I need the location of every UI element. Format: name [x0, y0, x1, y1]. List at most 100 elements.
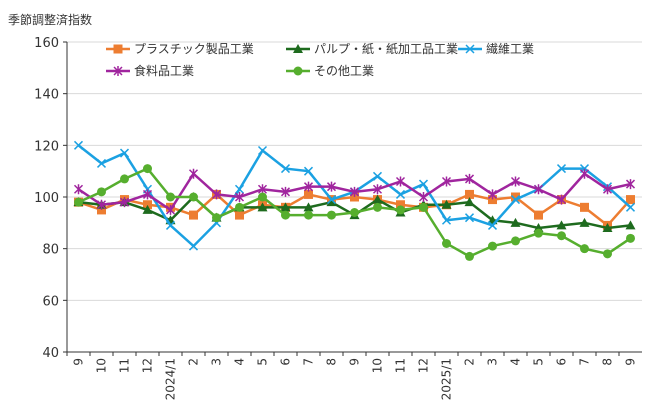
legend-marker	[113, 66, 123, 76]
data-point	[326, 181, 337, 192]
x-tick-label: 2024/1	[164, 358, 178, 400]
y-tick-label: 140	[34, 88, 59, 103]
data-point	[372, 171, 383, 181]
data-point	[626, 233, 635, 243]
data-point	[464, 213, 475, 223]
data-point	[465, 251, 474, 261]
x-tick-label: 12	[417, 358, 431, 373]
data-point	[73, 184, 84, 195]
series-4	[74, 164, 635, 261]
y-tick-label: 160	[34, 36, 59, 51]
data-point	[326, 195, 337, 205]
x-tick-label: 4	[509, 358, 523, 366]
x-tick-label: 8	[601, 358, 615, 366]
x-tick-label: 12	[141, 358, 155, 373]
x-tick-label: 8	[325, 358, 339, 366]
data-point	[96, 199, 107, 210]
data-point	[165, 204, 176, 215]
data-point	[234, 184, 245, 194]
data-point	[165, 220, 176, 230]
x-tick-label: 9	[624, 358, 638, 366]
legend-marker	[293, 44, 303, 53]
data-point	[556, 194, 567, 205]
data-point	[120, 174, 129, 184]
x-tick-label: 5	[532, 358, 546, 366]
x-tick-label: 9	[348, 358, 362, 366]
x-tick-label: 2	[463, 358, 477, 366]
data-point	[304, 210, 313, 220]
legend-label: その他工業	[314, 64, 374, 78]
data-point	[189, 210, 198, 220]
data-point	[625, 202, 636, 212]
data-point	[188, 168, 199, 179]
data-point	[211, 189, 222, 200]
data-point	[258, 192, 267, 202]
x-tick-label: 10	[371, 358, 385, 373]
x-tick-label: 10	[95, 358, 109, 373]
data-point	[510, 195, 521, 205]
y-tick-label: 100	[34, 191, 59, 206]
data-point	[488, 195, 497, 205]
data-point	[257, 145, 268, 156]
series-3	[73, 168, 636, 215]
x-tick-label: 2025/1	[440, 358, 454, 400]
data-point	[395, 176, 406, 187]
data-point	[441, 199, 452, 209]
data-point	[166, 192, 175, 202]
y-axis-title: 季節調整済指数	[8, 12, 92, 27]
data-point	[418, 192, 429, 202]
data-point	[625, 220, 636, 230]
data-point	[418, 179, 429, 189]
data-point	[465, 189, 474, 199]
data-point	[556, 164, 567, 174]
data-point	[257, 202, 268, 212]
legend-item: その他工業	[286, 64, 374, 78]
x-tick-label: 7	[302, 358, 316, 366]
legend-label: プラスチック製品工業	[134, 42, 254, 56]
legend-label: 食料品工業	[134, 63, 194, 78]
data-point	[557, 231, 566, 241]
data-point	[188, 241, 199, 251]
data-point	[281, 210, 290, 220]
data-point	[488, 241, 497, 251]
data-point	[235, 210, 244, 220]
data-point	[303, 166, 314, 176]
data-point	[303, 202, 314, 212]
x-tick-label: 9	[72, 358, 86, 366]
data-point	[510, 176, 521, 187]
data-point	[419, 202, 428, 212]
y-tick-label: 60	[42, 294, 59, 309]
data-point	[142, 189, 153, 200]
data-point	[556, 220, 567, 230]
data-point	[350, 208, 359, 217]
data-point	[280, 202, 291, 212]
data-point	[442, 239, 451, 248]
x-tick-label: 4	[233, 358, 247, 366]
data-point	[97, 187, 106, 197]
data-point	[510, 217, 521, 227]
data-point	[395, 189, 406, 199]
data-point	[327, 210, 336, 220]
x-tick-label: 11	[118, 358, 132, 373]
y-tick-label: 80	[42, 243, 59, 258]
data-point	[579, 217, 590, 227]
data-point	[303, 181, 314, 192]
data-point	[119, 148, 130, 158]
y-tick-label: 120	[34, 139, 59, 154]
legend-item: パルプ・紙・紙加工品工業	[286, 41, 458, 56]
data-point	[625, 179, 636, 190]
data-point	[511, 192, 520, 202]
data-point	[464, 197, 475, 207]
x-tick-label: 3	[210, 358, 224, 366]
data-point	[602, 184, 613, 195]
y-tick-label: 40	[42, 346, 59, 361]
legend-item: プラスチック製品工業	[106, 42, 254, 56]
data-point	[97, 205, 106, 215]
data-point	[487, 220, 498, 230]
data-point	[487, 189, 498, 200]
data-point	[142, 204, 153, 214]
data-point	[464, 173, 475, 184]
data-point	[212, 213, 221, 223]
